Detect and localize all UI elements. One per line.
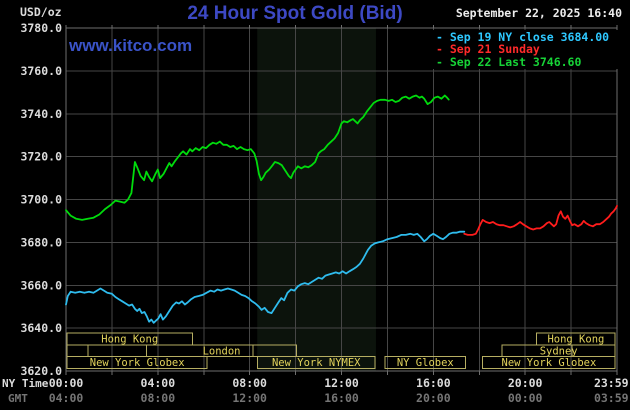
x-tick-label: 12:00 [324, 376, 359, 390]
session-label: London [203, 345, 241, 357]
x-tick-label: 20:00 [416, 391, 451, 405]
session-label: Hong Kong [547, 334, 604, 346]
x-axis-row-label-gmt: GMT [8, 392, 28, 405]
series-line-sep-21-sunday [463, 204, 618, 236]
session-box-ny-globex [384, 356, 466, 369]
session-box-new-york-globex [66, 356, 208, 369]
y-tick-label: 3640.0 [20, 321, 62, 335]
y-tick-label: 3720.0 [20, 150, 62, 164]
x-tick-label: 23:59 [594, 376, 629, 390]
session-label: New York NYMEX [272, 357, 361, 369]
page-title: 24 Hour Spot Gold (Bid) [187, 3, 403, 24]
x-axis-row-label-ny-time: NY Time [2, 377, 49, 390]
y-tick-label: 3620.0 [20, 364, 62, 378]
x-tick-label: 20:00 [508, 376, 543, 390]
x-tick-label: 03:59 [594, 391, 629, 405]
legend-item-1: - Sep 21 Sunday [436, 42, 540, 57]
legend-item-0: - Sep 19 NY close 3684.00 [436, 30, 610, 44]
x-tick-label: 04:00 [49, 391, 84, 405]
y-tick-label: 3780.0 [20, 21, 62, 35]
session-label: NY Globex [397, 357, 454, 369]
session-box-new-york-nymex [257, 356, 376, 369]
x-tick-label: 00:00 [49, 376, 84, 390]
x-tick-label: 08:00 [141, 391, 176, 405]
x-tick-label: 08:00 [232, 376, 267, 390]
session-label: Sydney [540, 345, 578, 357]
y-tick-label: 3660.0 [20, 278, 62, 292]
session-box [66, 344, 89, 357]
chart-legend: - Sep 19 NY close 3684.00- Sep 21 Sunday… [430, 30, 620, 70]
y-axis-units-label: USD/oz [20, 5, 62, 19]
x-tick-label: 00:00 [508, 391, 543, 405]
y-tick-label: 3680.0 [20, 235, 62, 249]
session-label: New York Globex [502, 357, 597, 369]
x-tick-label: 12:00 [232, 391, 267, 405]
session-label: Hong Kong [101, 334, 158, 346]
x-tick-label: 04:00 [141, 376, 176, 390]
kitco-watermark-link[interactable]: www.kitco.com [69, 36, 193, 55]
series-line-sep-19-ny-close [65, 230, 466, 324]
series-line-sep-22-last [65, 94, 450, 221]
y-tick-label: 3760.0 [20, 64, 62, 78]
session-label: New York Globex [90, 357, 185, 369]
session-box [87, 344, 147, 357]
session-box-new-york-globex [482, 356, 616, 369]
x-tick-label: 16:00 [324, 391, 359, 405]
x-tick-label: 16:00 [416, 376, 451, 390]
y-tick-label: 3740.0 [20, 107, 62, 121]
y-tick-label: 3700.0 [20, 193, 62, 207]
legend-item-2: - Sep 22 Last 3746.60 [436, 54, 582, 69]
session-box-london [145, 344, 298, 357]
datetime-label: September 22, 2025 16:40 [455, 6, 622, 20]
